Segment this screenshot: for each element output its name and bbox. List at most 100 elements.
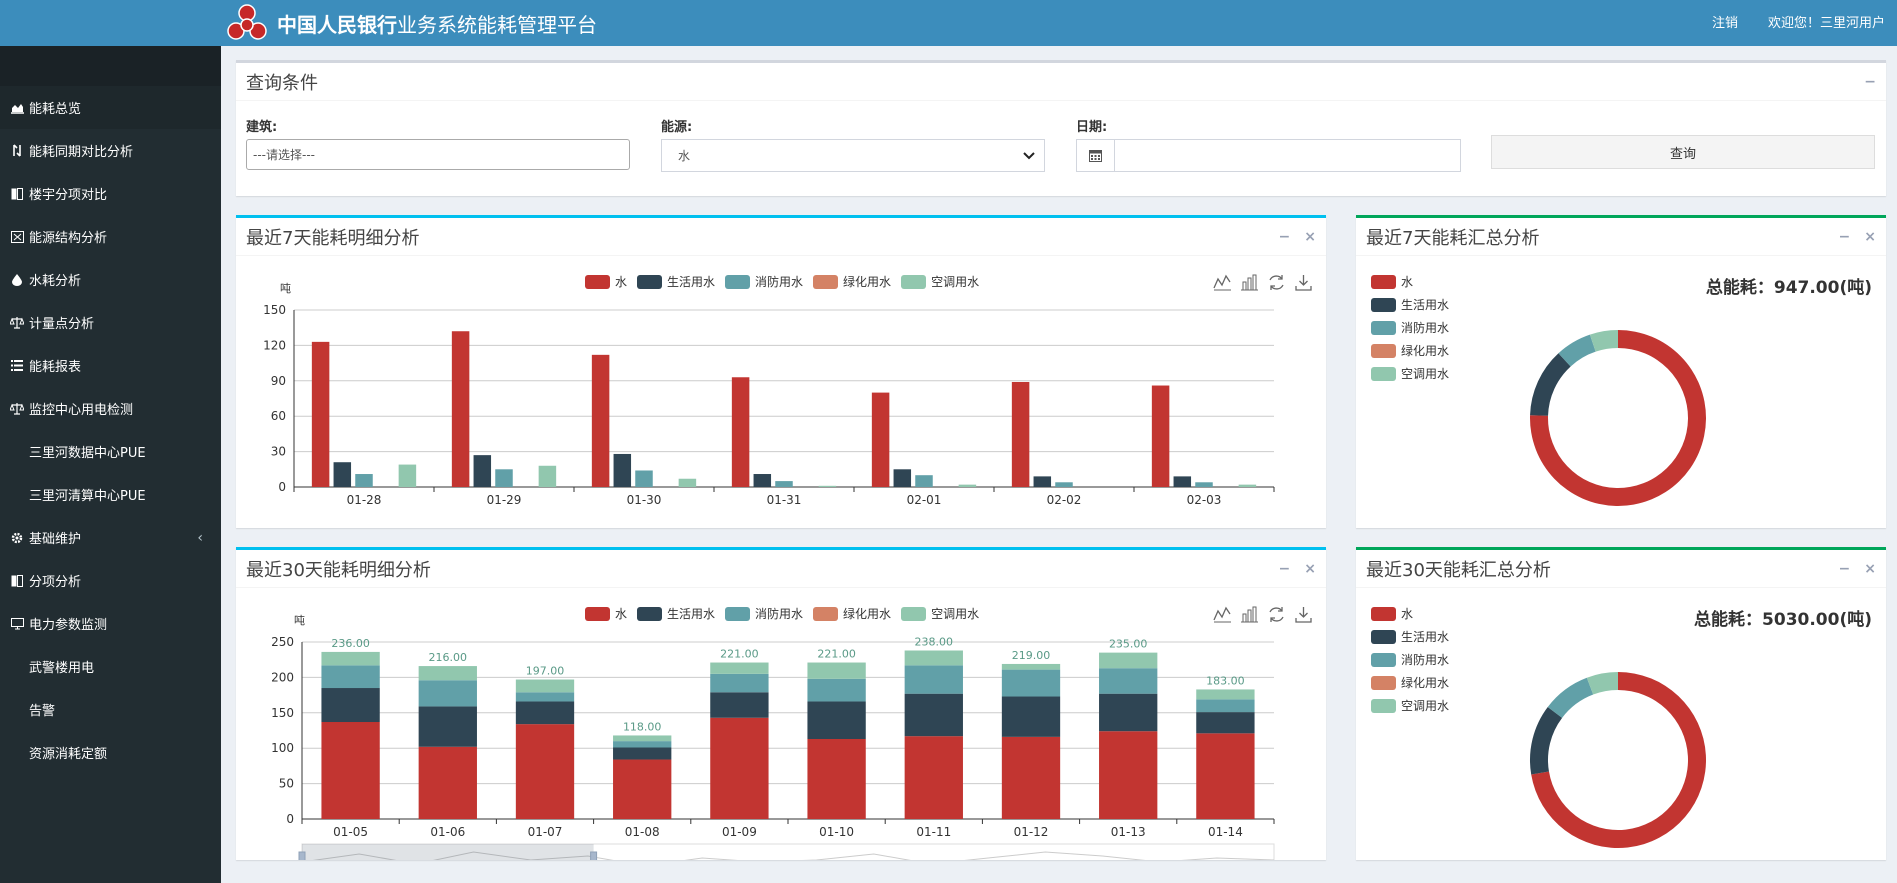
stacked-bar-segment[interactable] — [710, 673, 769, 693]
stacked-bar-segment[interactable] — [1099, 693, 1158, 732]
stacked-bar-segment[interactable] — [807, 678, 866, 702]
stacked-bar-segment[interactable] — [1196, 733, 1255, 819]
bar[interactable] — [915, 475, 933, 487]
stacked-bar-segment[interactable] — [807, 738, 866, 819]
sidebar-item-9[interactable]: 三里河清算中心PUE — [0, 473, 221, 516]
stacked-bar-segment[interactable] — [1196, 689, 1255, 700]
legend-item[interactable]: 水 — [585, 605, 627, 622]
stacked-bar-segment[interactable] — [321, 651, 380, 666]
legend-item[interactable]: 消防用水 — [1371, 319, 1449, 336]
stacked-bar-segment[interactable] — [904, 650, 963, 666]
stacked-bar-segment[interactable] — [1099, 652, 1158, 669]
legend-item[interactable]: 消防用水 — [725, 273, 803, 290]
sidebar-item-6[interactable]: 能耗报表 — [0, 344, 221, 387]
bar[interactable] — [538, 465, 557, 487]
sidebar-item-11[interactable]: 分项分析 — [0, 559, 221, 602]
bar-chart-icon[interactable] — [1240, 605, 1259, 624]
energy-select[interactable]: 水 — [661, 139, 1045, 172]
stacked-bar-segment[interactable] — [515, 679, 575, 693]
stacked-bar-segment[interactable] — [1196, 699, 1255, 713]
collapse-icon[interactable]: − — [1838, 229, 1851, 245]
donut-slice[interactable] — [1586, 672, 1618, 695]
collapse-icon[interactable]: − — [1278, 229, 1291, 245]
download-icon[interactable] — [1294, 605, 1313, 624]
sidebar-item-13[interactable]: 武警楼用电 — [0, 645, 221, 688]
calendar-icon[interactable] — [1077, 140, 1115, 171]
stacked-bar-segment[interactable] — [904, 665, 963, 694]
sidebar-item-5[interactable]: 计量点分析 — [0, 301, 221, 344]
bar[interactable] — [613, 453, 632, 487]
sidebar-item-8[interactable]: 三里河数据中心PUE — [0, 430, 221, 473]
stacked-bar-segment[interactable] — [1196, 712, 1255, 734]
donut-slice[interactable] — [1589, 330, 1618, 352]
line-chart-icon[interactable] — [1213, 273, 1232, 292]
collapse-icon[interactable]: − — [1838, 561, 1851, 577]
bar[interactable] — [678, 478, 697, 487]
legend-item[interactable]: 绿化用水 — [1371, 674, 1449, 691]
stacked-bar-segment[interactable] — [1099, 731, 1158, 819]
legend-item[interactable]: 绿化用水 — [813, 605, 891, 622]
bar[interactable] — [775, 481, 793, 487]
legend-item[interactable]: 消防用水 — [1371, 651, 1449, 668]
collapse-icon[interactable]: − — [1278, 561, 1291, 577]
stacked-bar-segment[interactable] — [613, 747, 672, 760]
bar[interactable] — [355, 474, 373, 487]
sidebar-item-1[interactable]: 能耗同期对比分析 — [0, 129, 221, 172]
stacked-bar-segment[interactable] — [1001, 669, 1061, 697]
bar[interactable] — [893, 469, 912, 487]
bar[interactable] — [958, 484, 977, 487]
legend-item[interactable]: 绿化用水 — [813, 273, 891, 290]
stacked-bar-segment[interactable] — [515, 692, 575, 702]
stacked-bar-segment[interactable] — [1001, 696, 1061, 737]
query-button[interactable]: 查询 — [1491, 135, 1875, 169]
bar[interactable] — [1173, 476, 1192, 487]
bar[interactable] — [495, 469, 513, 487]
stacked-bar-segment[interactable] — [613, 741, 672, 748]
sidebar-item-7[interactable]: 监控中心用电检测 — [0, 387, 221, 430]
stacked-bar-segment[interactable] — [418, 666, 477, 681]
line-chart-icon[interactable] — [1213, 605, 1232, 624]
bar[interactable] — [451, 331, 470, 487]
collapse-icon[interactable]: − — [1864, 74, 1876, 90]
legend-item[interactable]: 水 — [1371, 605, 1449, 622]
bar[interactable] — [635, 470, 653, 487]
legend-item[interactable]: 空调用水 — [1371, 365, 1449, 382]
close-icon[interactable]: × — [1304, 561, 1316, 577]
sidebar-item-4[interactable]: 水耗分析 — [0, 258, 221, 301]
close-icon[interactable]: × — [1864, 229, 1876, 245]
legend-item[interactable]: 生活用水 — [1371, 628, 1449, 645]
bar[interactable] — [311, 341, 330, 487]
donut-slice[interactable] — [1530, 706, 1563, 775]
legend-item[interactable]: 水 — [1371, 273, 1449, 290]
stacked-bar-segment[interactable] — [1001, 736, 1061, 819]
welcome-user[interactable]: 欢迎您！三里河用户 — [1767, 15, 1885, 31]
stacked-bar-segment[interactable] — [321, 722, 380, 819]
stacked-bar-segment[interactable] — [1001, 663, 1061, 670]
stacked-bar-segment[interactable] — [1099, 668, 1158, 694]
close-icon[interactable]: × — [1304, 229, 1316, 245]
bar[interactable] — [1151, 385, 1170, 487]
stacked-bar-segment[interactable] — [710, 662, 769, 674]
donut-slice[interactable] — [1530, 353, 1571, 416]
legend-item[interactable]: 生活用水 — [637, 605, 715, 622]
bar[interactable] — [333, 462, 352, 487]
legend-item[interactable]: 绿化用水 — [1371, 342, 1449, 359]
stacked-bar-segment[interactable] — [515, 724, 575, 819]
bar[interactable] — [591, 354, 610, 487]
close-icon[interactable]: × — [1864, 561, 1876, 577]
stacked-bar-segment[interactable] — [710, 692, 769, 718]
datazoom-selection[interactable] — [302, 844, 594, 860]
bar[interactable] — [398, 464, 417, 487]
stacked-bar-segment[interactable] — [515, 701, 575, 725]
stacked-bar-segment[interactable] — [418, 706, 477, 747]
date-input[interactable] — [1115, 140, 1460, 171]
refresh-icon[interactable] — [1267, 273, 1286, 292]
sidebar-item-3[interactable]: 能源结构分析 — [0, 215, 221, 258]
bar[interactable] — [871, 392, 890, 487]
bar-chart-icon[interactable] — [1240, 273, 1259, 292]
stacked-bar-segment[interactable] — [321, 665, 380, 689]
stacked-bar-segment[interactable] — [904, 693, 963, 737]
stacked-bar-segment[interactable] — [807, 662, 866, 679]
refresh-icon[interactable] — [1267, 605, 1286, 624]
logout-link[interactable]: 注销 — [1711, 15, 1738, 31]
